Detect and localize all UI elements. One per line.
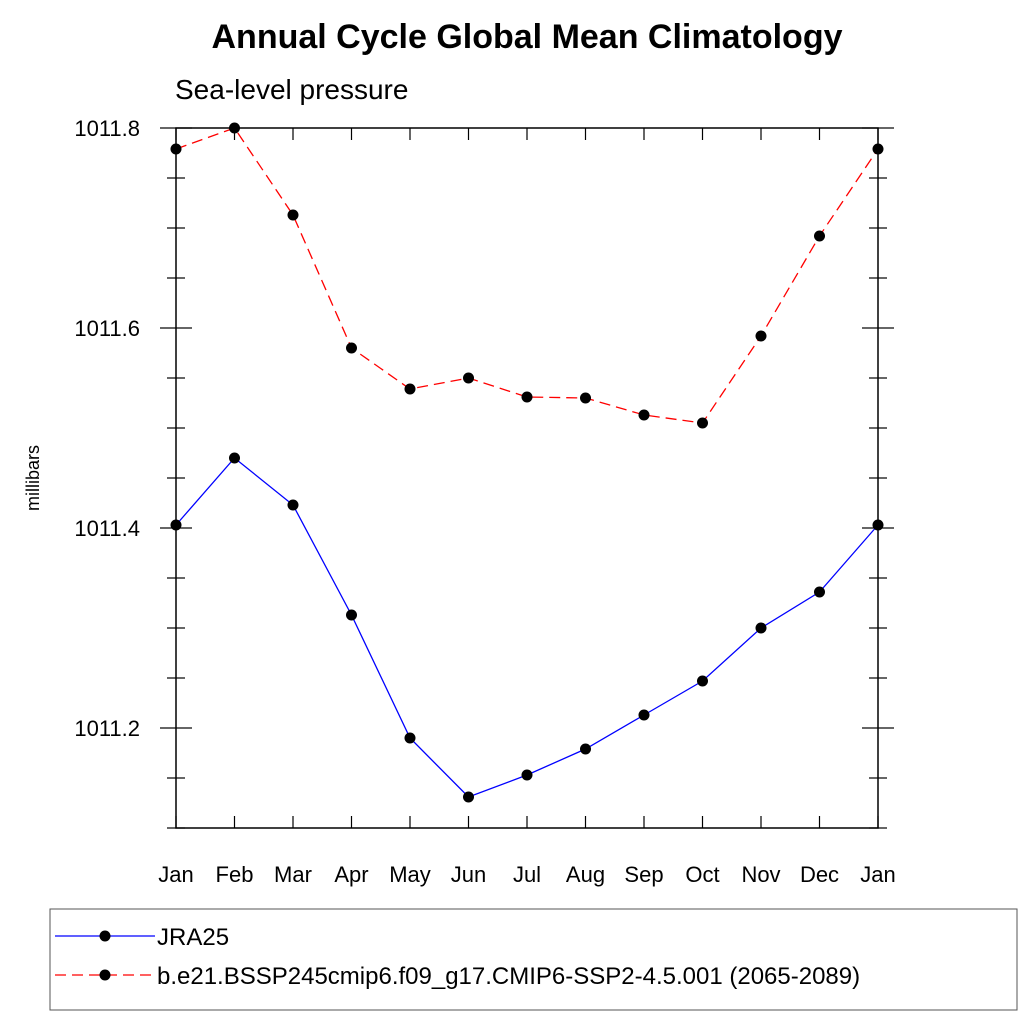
x-tick-label: Nov <box>741 862 780 887</box>
data-point <box>170 143 182 155</box>
x-tick-label: Jan <box>860 862 895 887</box>
legend-marker <box>99 969 111 981</box>
data-point <box>170 519 182 531</box>
series-line-0 <box>175 457 879 798</box>
legend-label-0: JRA25 <box>157 924 229 951</box>
legend-box <box>49 908 1018 1011</box>
data-point <box>814 586 825 598</box>
data-point <box>872 519 884 531</box>
x-tick-label: Oct <box>685 862 719 887</box>
x-tick-label: Jun <box>451 862 486 887</box>
y-tick-label: 1011.2 <box>74 716 140 741</box>
x-tick-label: May <box>389 862 431 887</box>
series-layer <box>170 122 884 803</box>
data-point <box>814 230 825 242</box>
x-tick-label: Apr <box>334 862 368 887</box>
y-tick-label: 1011.4 <box>74 516 140 541</box>
data-point <box>287 499 299 511</box>
series-line-1 <box>175 127 879 424</box>
data-point <box>697 417 708 429</box>
data-point <box>229 452 240 464</box>
x-tick-label: Mar <box>274 862 312 887</box>
data-point <box>872 143 884 155</box>
data-point <box>638 709 650 721</box>
data-point <box>755 330 767 342</box>
data-point <box>346 342 357 354</box>
x-tick-label: Feb <box>216 862 254 887</box>
x-tick-label: Aug <box>566 862 605 887</box>
y-tick-label: 1011.6 <box>74 316 140 341</box>
data-point <box>521 769 533 781</box>
data-point <box>229 122 240 134</box>
chart-subtitle: Sea-level pressure <box>175 74 408 105</box>
data-point <box>755 622 767 634</box>
x-tick-label: Dec <box>800 862 839 887</box>
y-tick-label: 1011.8 <box>74 116 140 141</box>
axis-ticks: Jan Feb Mar Apr May Jun Jul Aug Sep Oct Nov Dec Jan 1… <box>74 116 895 887</box>
x-tick-label: Sep <box>624 862 663 887</box>
x-tick-label: Jul <box>513 862 541 887</box>
data-point <box>346 609 357 621</box>
x-tick-label: Jan <box>158 862 193 887</box>
data-point <box>287 209 299 221</box>
data-point <box>404 383 416 395</box>
plot-frame <box>175 127 879 829</box>
data-point <box>580 743 591 755</box>
data-point <box>463 372 474 384</box>
legend-marker <box>99 930 111 942</box>
y-axis-label: millibars <box>23 445 43 511</box>
data-point <box>463 791 474 803</box>
legend: JRA25 b.e21.BSSP245cmip6.f09_g17.CMIP6-SS… <box>55 924 860 990</box>
legend-label-1: b.e21.BSSP245cmip6.f09_g17.CMIP6-SSP2-4.… <box>157 963 860 990</box>
data-point <box>580 392 591 404</box>
data-point <box>521 391 533 403</box>
data-point <box>404 732 416 744</box>
data-point <box>638 409 650 421</box>
data-point <box>697 675 708 687</box>
chart-title: Annual Cycle Global Mean Climatology <box>212 18 843 56</box>
